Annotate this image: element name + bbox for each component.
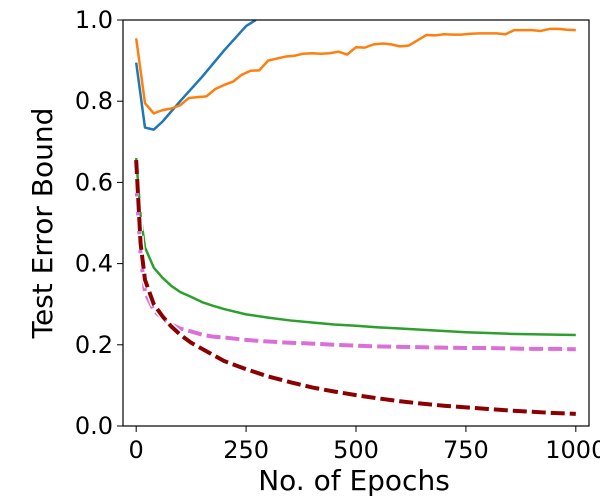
x-tick-label: 0	[129, 436, 144, 464]
x-tick-label: 1000	[545, 436, 600, 464]
y-tick-label: 0.6	[75, 168, 113, 196]
y-axis-label: Test Error Bound	[26, 108, 59, 340]
series-line-2	[134, 27, 576, 115]
y-axis-ticks: 0.0 0.2 0.4 0.6 0.8 1.0	[75, 6, 123, 440]
x-axis-label: No. of Epochs	[258, 464, 450, 497]
x-tick-label: 750	[443, 436, 489, 464]
y-tick-label: 0.0	[75, 412, 113, 440]
series-line-3	[134, 157, 576, 337]
series-layer	[132, 20, 576, 418]
y-tick-label: 0.2	[75, 331, 113, 359]
series-line-5	[132, 159, 576, 418]
series-line-1	[134, 20, 257, 131]
series-line-4	[134, 182, 576, 352]
plot-frame	[122, 19, 590, 427]
x-tick-label: 250	[223, 436, 269, 464]
series-line-6	[134, 159, 576, 416]
y-tick-label: 0.8	[75, 87, 113, 115]
x-axis-ticks: 0 250 500 750 1000	[129, 426, 600, 464]
y-tick-label: 1.0	[75, 6, 113, 34]
x-tick-label: 500	[333, 436, 379, 464]
y-tick-label: 0.4	[75, 250, 113, 278]
